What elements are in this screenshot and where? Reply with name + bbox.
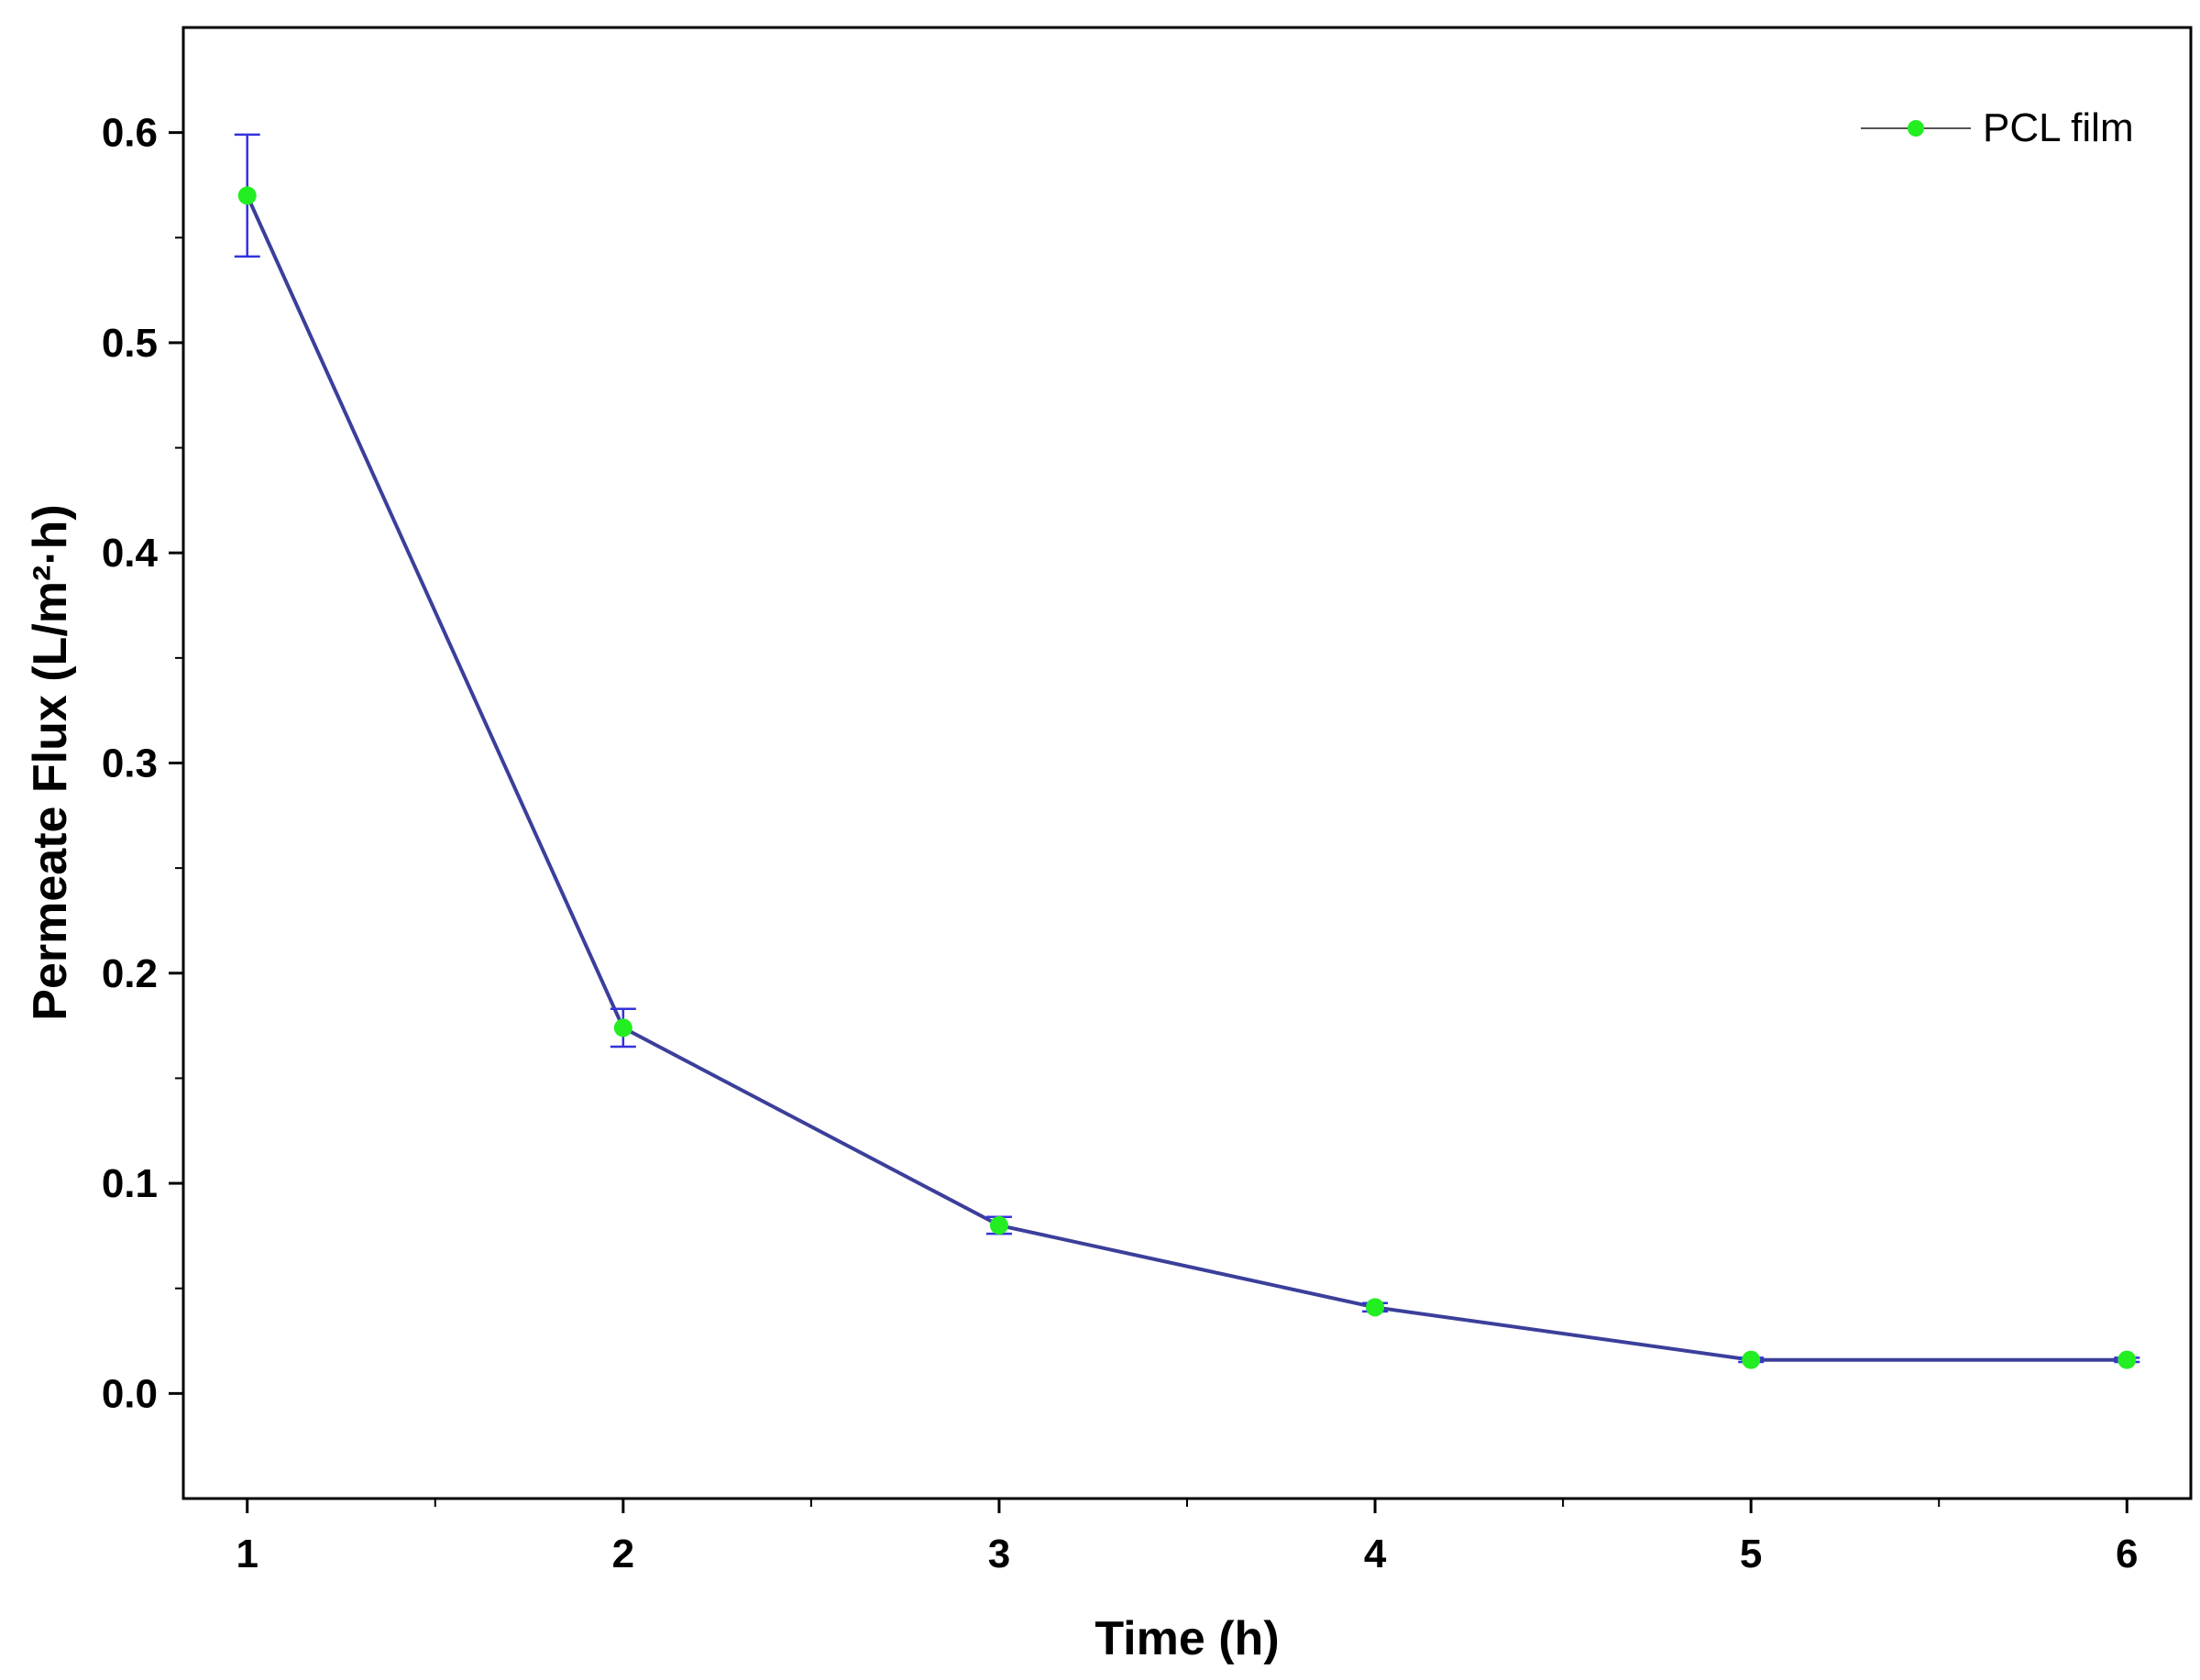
y-tick-label: 0.5 <box>102 321 158 366</box>
x-axis: 1 2 3 4 5 6 <box>236 1499 2139 1576</box>
legend-label: PCL film <box>1983 105 2134 150</box>
x-tick-label: 1 <box>236 1532 258 1576</box>
x-tick-label: 4 <box>1364 1532 1387 1576</box>
legend-marker <box>1908 120 1924 137</box>
x-axis-title: Time (h) <box>1094 1612 1279 1665</box>
x-tick-label: 6 <box>2116 1532 2138 1576</box>
x-tick-label: 3 <box>988 1532 1010 1576</box>
x-tick-label: 2 <box>612 1532 634 1576</box>
series-line <box>245 194 2128 1362</box>
y-tick-label: 0.0 <box>102 1371 158 1416</box>
y-tick-label: 0.3 <box>102 741 158 786</box>
data-point <box>1742 1350 1761 1369</box>
legend: PCL film <box>1861 105 2134 150</box>
data-point <box>989 1215 1008 1235</box>
data-point <box>1366 1298 1385 1317</box>
data-point <box>613 1018 632 1038</box>
plot-frame <box>182 26 2193 1500</box>
series-layer <box>234 133 2140 1369</box>
data-point <box>2118 1350 2137 1369</box>
y-tick-label: 0.4 <box>102 531 159 576</box>
y-tick-label: 0.2 <box>102 951 158 996</box>
y-axis-title: Permeate Flux (L/m²·h) <box>24 504 77 1020</box>
x-tick-label: 5 <box>1740 1532 1762 1576</box>
y-tick-label: 0.1 <box>102 1161 158 1206</box>
y-tick-label: 0.6 <box>102 111 158 156</box>
data-point <box>237 186 257 205</box>
y-axis: 0.0 0.1 0.2 0.3 0.4 0.5 0.6 <box>102 111 183 1416</box>
